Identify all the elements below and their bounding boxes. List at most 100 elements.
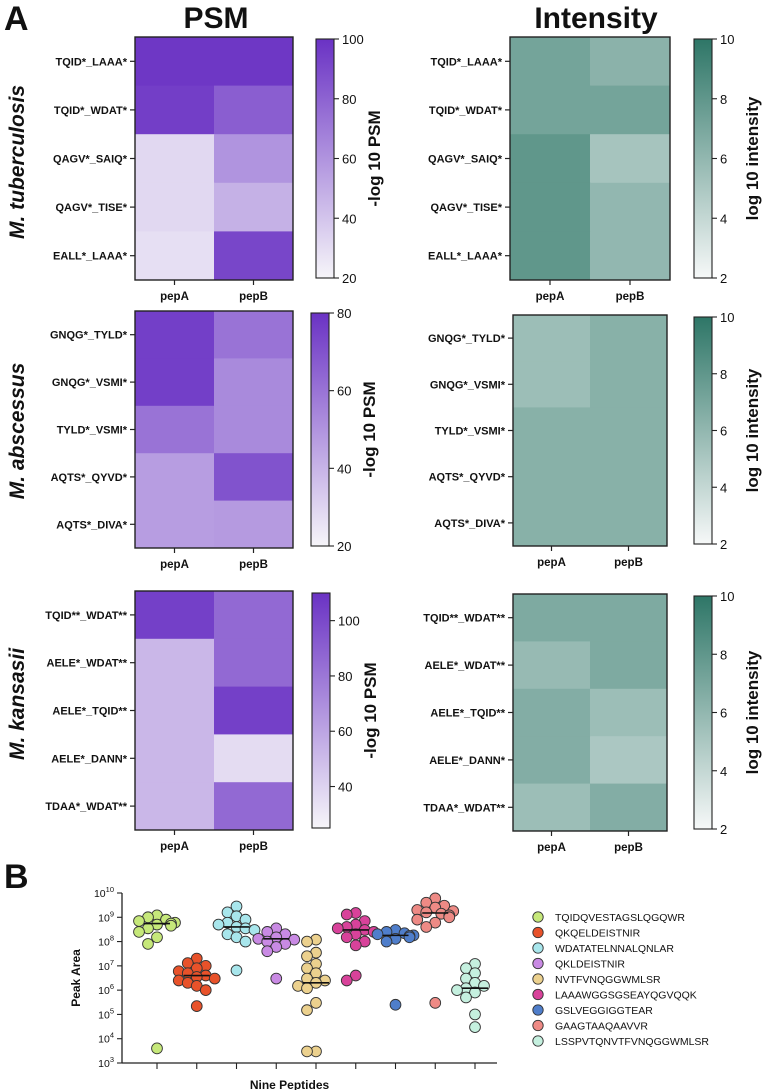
heatmap-cell [214,358,294,407]
data-point [142,938,154,950]
legend-marker [532,1035,544,1047]
legend-label: QKQELDEISTNIR [555,928,641,940]
colorbar-tick-label: 40 [342,211,356,226]
heatmap-cell [135,638,215,688]
heatmap-cell [510,231,591,281]
heatmap-int-mk: TQID**_WDAT** AELE*_WDAT** AELE*_TQID** AEL… [423,589,762,854]
heatmap-cell [214,734,294,783]
row-label: QAGV*_TISE* [55,202,127,214]
colorbar-tick-label: 100 [338,614,360,629]
organism-label-tb: M. tuberculosis [6,85,29,239]
column-label: pepA [160,291,189,303]
colorbar-tick-label: 2 [720,822,727,837]
row-label: AELE*_DANN* [51,753,128,765]
colorbar-label: log 10 intensity [743,368,762,492]
heatmap-cell [214,134,294,184]
heatmap-cell [214,453,294,502]
colorbar [310,312,330,547]
legend-label: GAAGTAAQAAVVR [555,1021,648,1033]
heatmap-cell [214,182,294,232]
data-point [301,935,313,948]
data-point [469,986,481,999]
data-point [151,1042,163,1055]
column-label: pepA [536,291,565,303]
legend-label: QKLDEISTNIR [555,959,625,971]
column-label: pepB [614,557,643,569]
data-point [239,935,252,948]
legend-marker [532,926,544,939]
colorbar [693,316,713,545]
row-label: TQID*_LAAA* [430,56,502,68]
column-label: pepA [160,559,189,571]
heatmap-psm-tb: TQID*_LAAA* TQID*_WDAT* QAGV*_SAIQ* QAGV*_T… [53,32,384,303]
colorbar [693,38,713,279]
colorbar-tick-label: 6 [720,424,727,439]
data-point [199,984,212,996]
column-label: pepB [616,291,645,303]
data-point [340,974,353,987]
heatmap-cell [590,641,668,690]
colorbar-tick-label: 4 [720,480,727,495]
data-point [403,931,416,944]
legend-marker [532,988,544,1001]
psm-header: PSM [183,2,248,35]
heatmap-cell [135,311,215,359]
column-label: pepB [239,841,268,853]
heatmap-cell [590,361,668,408]
heatmap-cell [590,453,668,501]
y-tick-base: 10 [98,1058,110,1070]
heatmap-cell [590,594,668,642]
y-tick-label: 107 [98,958,114,973]
scatter-legend: TQIDQVESTAGSLQGQWR QKQELDEISTNIR WDATATELN… [532,911,709,1048]
legend-label: LAAAWGGSGSEAYQGVQQK [555,990,697,1002]
y-tick-exponent: 9 [110,909,114,918]
data-point [478,980,490,992]
heatmap-cell [135,405,215,454]
heatmap-cell [513,407,591,455]
heatmap-cell [214,500,294,549]
heatmap-psm-ma: GNQG*_TYLD* GNQG*_VSMI* TYLD*_VSMI* AQTS*_Q… [50,306,379,571]
y-tick-base: 10 [98,961,110,973]
heatmap-cell [135,782,215,831]
column-label: pepA [537,842,566,854]
row-label: AQTS*_DIVA* [56,519,127,531]
heatmap-cell [135,231,215,281]
organism-label-mk: M. kansasii [6,647,29,760]
heatmap-cell [214,85,294,135]
legend-marker [532,957,544,970]
y-tick-label: 1010 [94,885,114,900]
data-point [301,982,313,995]
colorbar-tick-label: 100 [342,32,364,47]
heatmap-cell [214,686,294,735]
heatmap-cell [214,638,294,688]
legend-label: NVTFVNQGGWMLSR [555,974,661,986]
row-label: EALL*_LAAA* [428,251,503,263]
heatmap-cell [135,734,215,783]
legend-marker [532,911,544,923]
y-tick-base: 10 [98,912,110,924]
y-tick-base: 10 [94,888,106,900]
heatmap-cell [590,134,671,184]
colorbar [311,592,331,829]
data-point [270,972,283,985]
row-label: QAGV*_SAIQ* [428,154,503,166]
heatmap-cell [135,358,215,407]
colorbar-label: -log 10 PSM [361,662,380,758]
data-point [460,991,472,1004]
x-axis-label: Nine Peptides [250,1078,330,1090]
heatmap-cell [590,182,671,232]
colorbar-tick-label: 10 [720,589,734,604]
row-label: TDAA*_WDAT** [45,801,127,813]
data-point [301,950,313,963]
heatmap-cell [590,37,671,87]
heatmap-cell [590,85,671,135]
y-tick-exponent: 5 [110,1006,114,1015]
column-label: pepA [537,557,566,569]
heatmap-cell [510,85,591,135]
heatmap-cell [135,686,215,735]
colorbar-tick-label: 80 [338,669,352,684]
colorbar-label: log 10 intensity [743,96,762,220]
colorbar-tick-label: 2 [720,271,727,286]
y-tick-label: 106 [98,982,114,997]
